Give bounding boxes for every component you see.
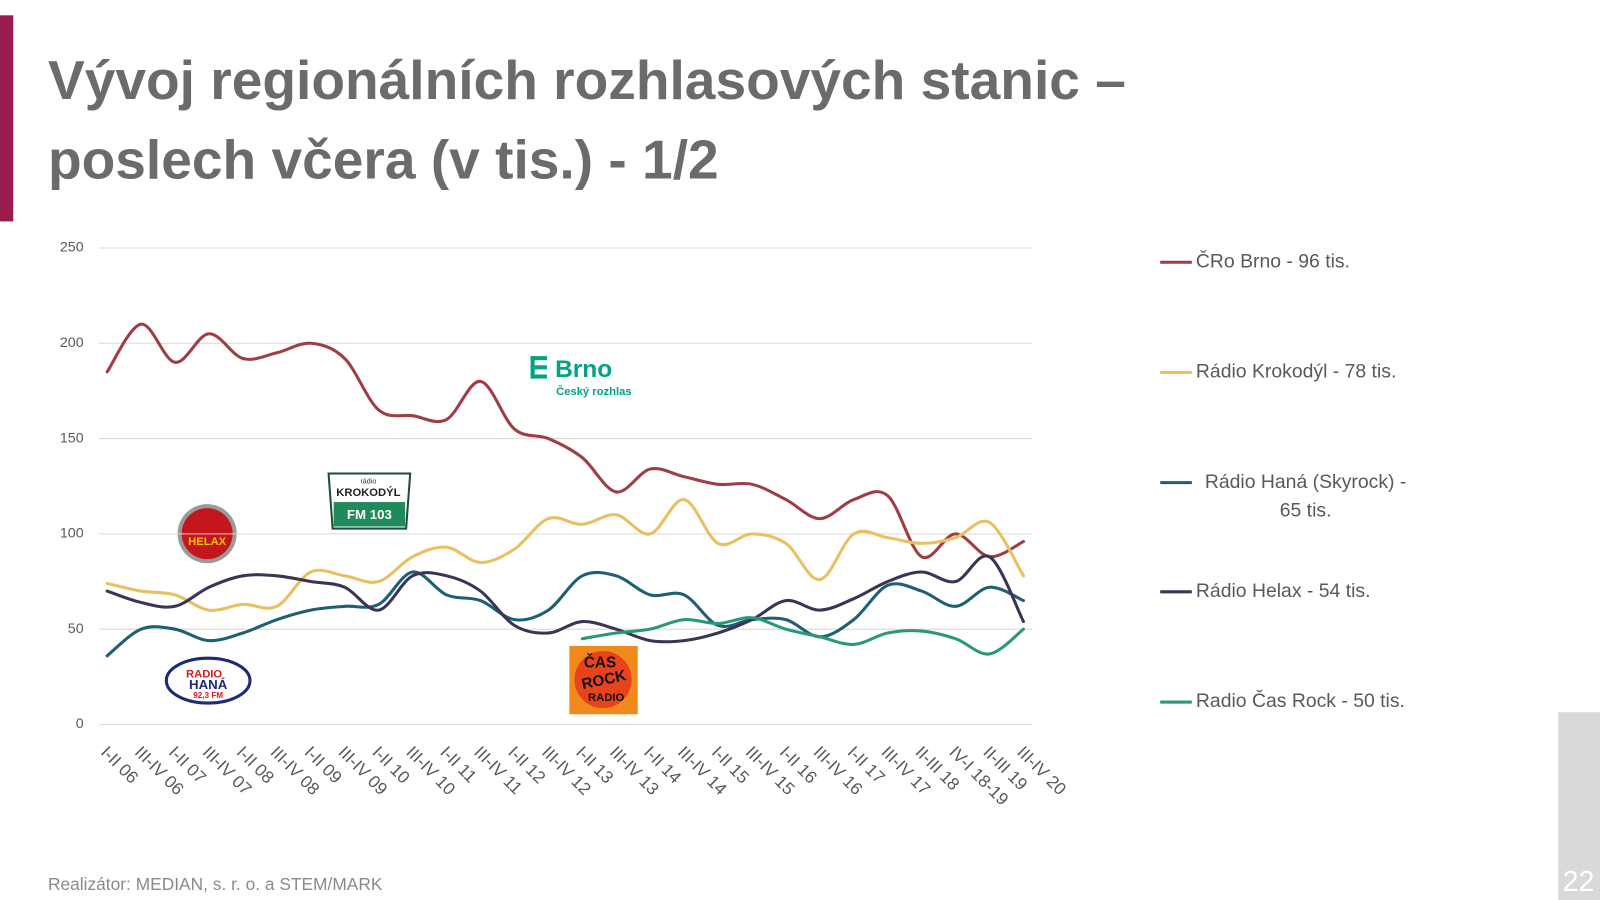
page-box xyxy=(1558,712,1600,900)
y-tick-label: 250 xyxy=(60,240,84,256)
logo-text: FM 103 xyxy=(347,507,392,522)
logo-text: Brno xyxy=(555,356,612,383)
logo-brno: Brno Český rozhlas xyxy=(530,356,632,398)
y-tick-label: 200 xyxy=(60,335,84,351)
y-tick-label: 100 xyxy=(60,526,84,542)
logo-text: KROKODÝL xyxy=(336,486,400,499)
series-line xyxy=(105,498,1025,612)
logo-text: Český rozhlas xyxy=(556,385,631,398)
series-line xyxy=(105,554,1025,644)
logo-text: RADIO xyxy=(588,692,624,704)
logo-casrock: ČAS ROCK RADIO xyxy=(569,645,638,715)
accent-bar xyxy=(0,15,14,222)
legend-label: Radio Čas Rock - 50 tis. xyxy=(1195,690,1405,713)
page-number: 22 xyxy=(1563,866,1595,898)
y-tick-label: 150 xyxy=(60,430,84,446)
series-line xyxy=(580,616,1025,656)
logo-hana: RADIO HANÁ 92,3 FM xyxy=(164,656,252,705)
legend-label: Rádio Haná (Skyrock) - 65 tis. xyxy=(1204,471,1407,522)
footer: Realizátor: MEDIAN, s. r. o. a STEM/MARK xyxy=(47,874,383,894)
logo-text: RADIO xyxy=(186,668,222,680)
legend-label: ČRo Brno - 96 tis. xyxy=(1195,251,1350,273)
series-line xyxy=(105,570,1025,658)
y-tick-label: 0 xyxy=(76,716,84,732)
logo-text: HELAX xyxy=(188,536,227,548)
slide-title: Vývoj regionálních rozhlasových stanic –… xyxy=(47,49,1126,191)
y-tick-label: 50 xyxy=(68,621,84,637)
legend-label: Rádio Krokodýl - 78 tis. xyxy=(1195,361,1397,383)
logo-text: HANÁ xyxy=(189,677,228,692)
logo-text: ČAS xyxy=(584,653,616,671)
series-line xyxy=(105,322,1025,560)
logo-krokodyl: rádio KROKODÝL FM 103 xyxy=(327,472,412,530)
logo-text: rádio xyxy=(360,478,376,486)
legend-label: Rádio Helax - 54 tis. xyxy=(1195,580,1371,603)
x-tick-label: I-II 06 xyxy=(97,742,142,787)
logo-text: 92,3 FM xyxy=(193,691,223,700)
